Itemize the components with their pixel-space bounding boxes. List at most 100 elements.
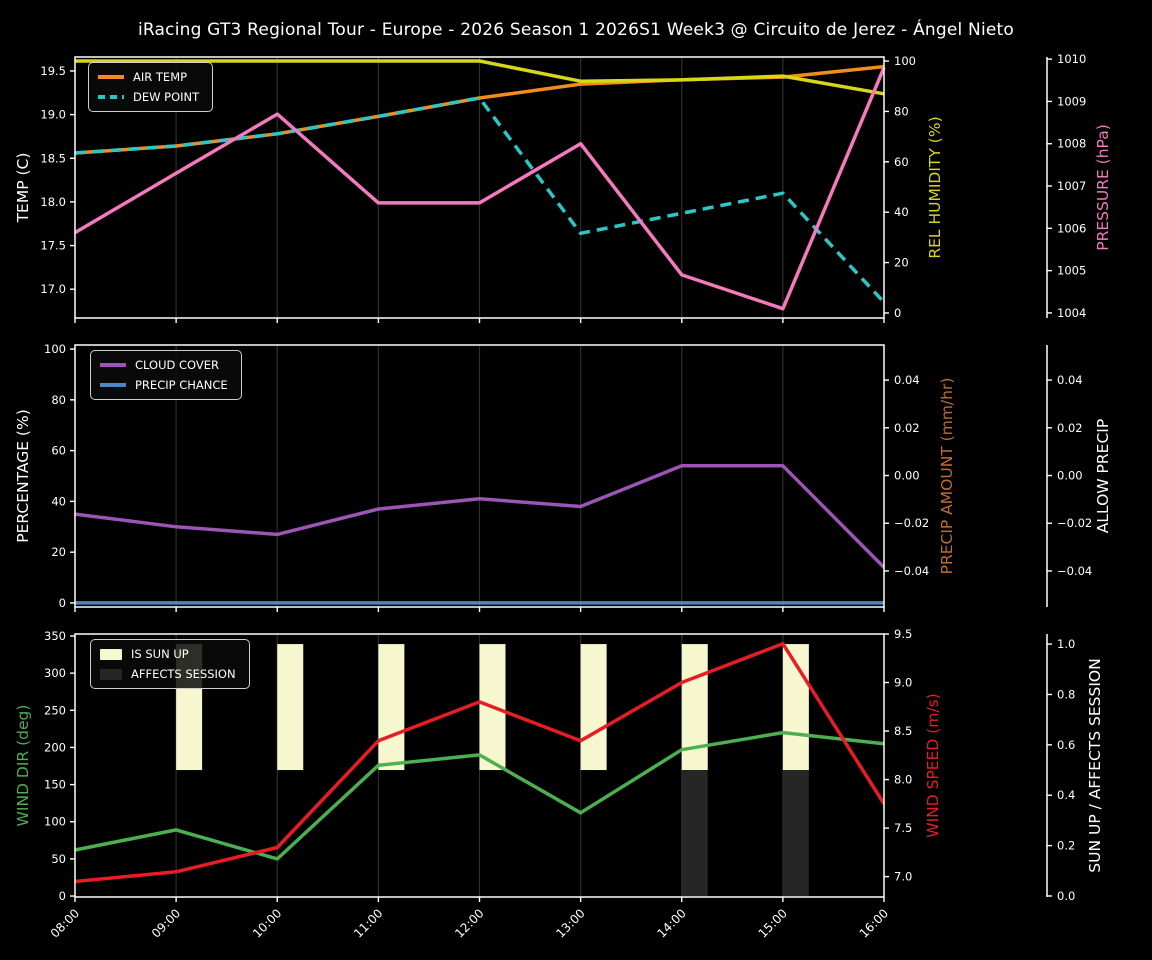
humidity-tick-label: 60 [894,155,909,169]
temp-axis-label: TEMP (C) [14,153,32,224]
legend-label-is-sun-up: IS SUN UP [131,647,189,661]
sun-tick-label: 1.0 [1057,637,1075,651]
figure-title: iRacing GT3 Regional Tour - Europe - 202… [137,20,1015,40]
pressure-tick-label: 1008 [1057,137,1086,151]
pressure-axis-label: PRESSURE (hPa) [1094,124,1112,251]
allow_precip-axis-label: ALLOW PRECIP [1094,419,1112,533]
x-tick-label: 16:00 [857,906,891,940]
wind_dir-tick-label: 50 [51,852,66,866]
sun-tick-label: 0.0 [1057,889,1075,903]
humidity-tick-label: 20 [894,256,909,270]
temp-tick-label: 19.5 [40,64,66,78]
is-sun-up-swatch [100,648,122,660]
is-sun-up-bar [580,644,607,771]
legend-label-cloud-cover: CLOUD COVER [135,358,220,372]
humidity-tick-label: 100 [894,54,916,68]
wind_speed-tick-label: 7.0 [894,870,912,884]
wind_dir-tick-label: 200 [44,740,66,754]
rel-humidity-line [75,59,885,96]
percentage-axis-label: PERCENTAGE (%) [14,409,32,543]
is-sun-up-bar [378,644,405,771]
dew-point-line [74,96,886,304]
legend-wind-plot: IS SUN UP AFFECTS SESSION [90,639,250,689]
humidity-tick-label: 40 [894,205,909,219]
pressure-tick-label: 1004 [1057,306,1086,320]
legend-item-dew-point: DEW POINT [98,90,199,104]
pressure-tick-label: 1009 [1057,94,1086,108]
precip_amount-tick-label: 0.00 [894,469,920,483]
sun-tick-label: 0.6 [1057,738,1075,752]
legend-item-air-temp: AIR TEMP [98,70,199,84]
percentage-tick-label: 100 [44,342,66,356]
sun-tick-label: 0.4 [1057,788,1075,802]
x-tick-label: 09:00 [149,906,183,940]
wind_dir-tick-label: 0 [59,889,66,903]
wind_speed-tick-label: 9.5 [894,627,912,641]
temp-tick-label: 17.0 [40,282,66,296]
x-tick-label: 11:00 [351,906,385,940]
precip_amount-tick-label: 0.02 [894,421,920,435]
percentage-tick-label: 60 [51,444,66,458]
wind_dir-tick-label: 100 [44,815,66,829]
humidity-axis-label: REL HUMIDITY (%) [926,116,944,258]
humidity-tick-label: 80 [894,104,909,118]
wind_dir-axis-label: WIND DIR (deg) [14,705,32,827]
legend-temp-plot: AIR TEMP DEW POINT [88,62,214,112]
is-sun-up-bar [277,644,304,771]
percentage-tick-label: 40 [51,494,66,508]
allow_precip-tick-label: −0.02 [1057,516,1092,530]
wind_speed-tick-label: 8.0 [894,773,912,787]
precip_amount-tick-label: 0.04 [894,373,920,387]
wind_speed-tick-label: 9.0 [894,676,912,690]
allow_precip-tick-label: 0.04 [1057,373,1083,387]
percentage-tick-label: 80 [51,393,66,407]
temp-tick-label: 18.5 [40,151,66,165]
x-tick-label: 12:00 [452,906,486,940]
temp-tick-label: 18.0 [40,195,66,209]
sun-tick-label: 0.2 [1057,839,1075,853]
precip_amount-axis-label: PRECIP AMOUNT (mm/hr) [938,378,956,575]
pressure-line [74,66,886,311]
x-tick-label: 08:00 [48,906,82,940]
legend-item-cloud-cover: CLOUD COVER [100,358,228,372]
pressure-tick-label: 1010 [1057,52,1086,66]
temp-tick-label: 19.0 [40,108,66,122]
legend-item-precip-chance: PRECIP CHANCE [100,378,228,392]
pressure-tick-label: 1007 [1057,179,1086,193]
wind_speed-axis-label: WIND SPEED (m/s) [924,693,942,837]
x-tick-label: 15:00 [756,906,790,940]
pressure-tick-label: 1005 [1057,264,1086,278]
affects-session-bar [782,770,809,896]
temp-tick-label: 17.5 [40,239,66,253]
affects-session-bar [681,770,708,896]
sun-axis-label: SUN UP / AFFECTS SESSION [1086,658,1104,872]
x-tick-label: 14:00 [655,906,689,940]
x-tick-label: 10:00 [250,906,284,940]
legend-item-is-sun-up: IS SUN UP [100,647,236,661]
precip_amount-tick-label: −0.04 [894,564,929,578]
humidity-tick-label: 0 [894,306,901,320]
legend-label-air-temp: AIR TEMP [133,70,188,84]
sun-tick-label: 0.8 [1057,687,1075,701]
allow_precip-tick-label: 0.02 [1057,421,1083,435]
air-temp-swatch [98,75,124,79]
legend-cloud-plot: CLOUD COVER PRECIP CHANCE [90,350,242,400]
wind_dir-tick-label: 150 [44,778,66,792]
legend-label-precip-chance: PRECIP CHANCE [135,378,228,392]
wind-speed-line [74,641,886,884]
legend-item-affects-session: AFFECTS SESSION [100,667,236,681]
is-sun-up-bar [681,644,708,771]
wind-dir-line [74,730,885,861]
pressure-tick-label: 1006 [1057,221,1086,235]
affects-session-swatch [100,668,122,680]
precip-chance-swatch [100,383,126,387]
precip_amount-tick-label: −0.02 [894,516,929,530]
wind_speed-tick-label: 7.5 [894,821,912,835]
allow_precip-tick-label: −0.04 [1057,564,1092,578]
percentage-tick-label: 0 [59,596,66,610]
cloud-cover-swatch [100,363,126,367]
dew-point-swatch [98,95,124,99]
legend-label-dew-point: DEW POINT [133,90,200,104]
